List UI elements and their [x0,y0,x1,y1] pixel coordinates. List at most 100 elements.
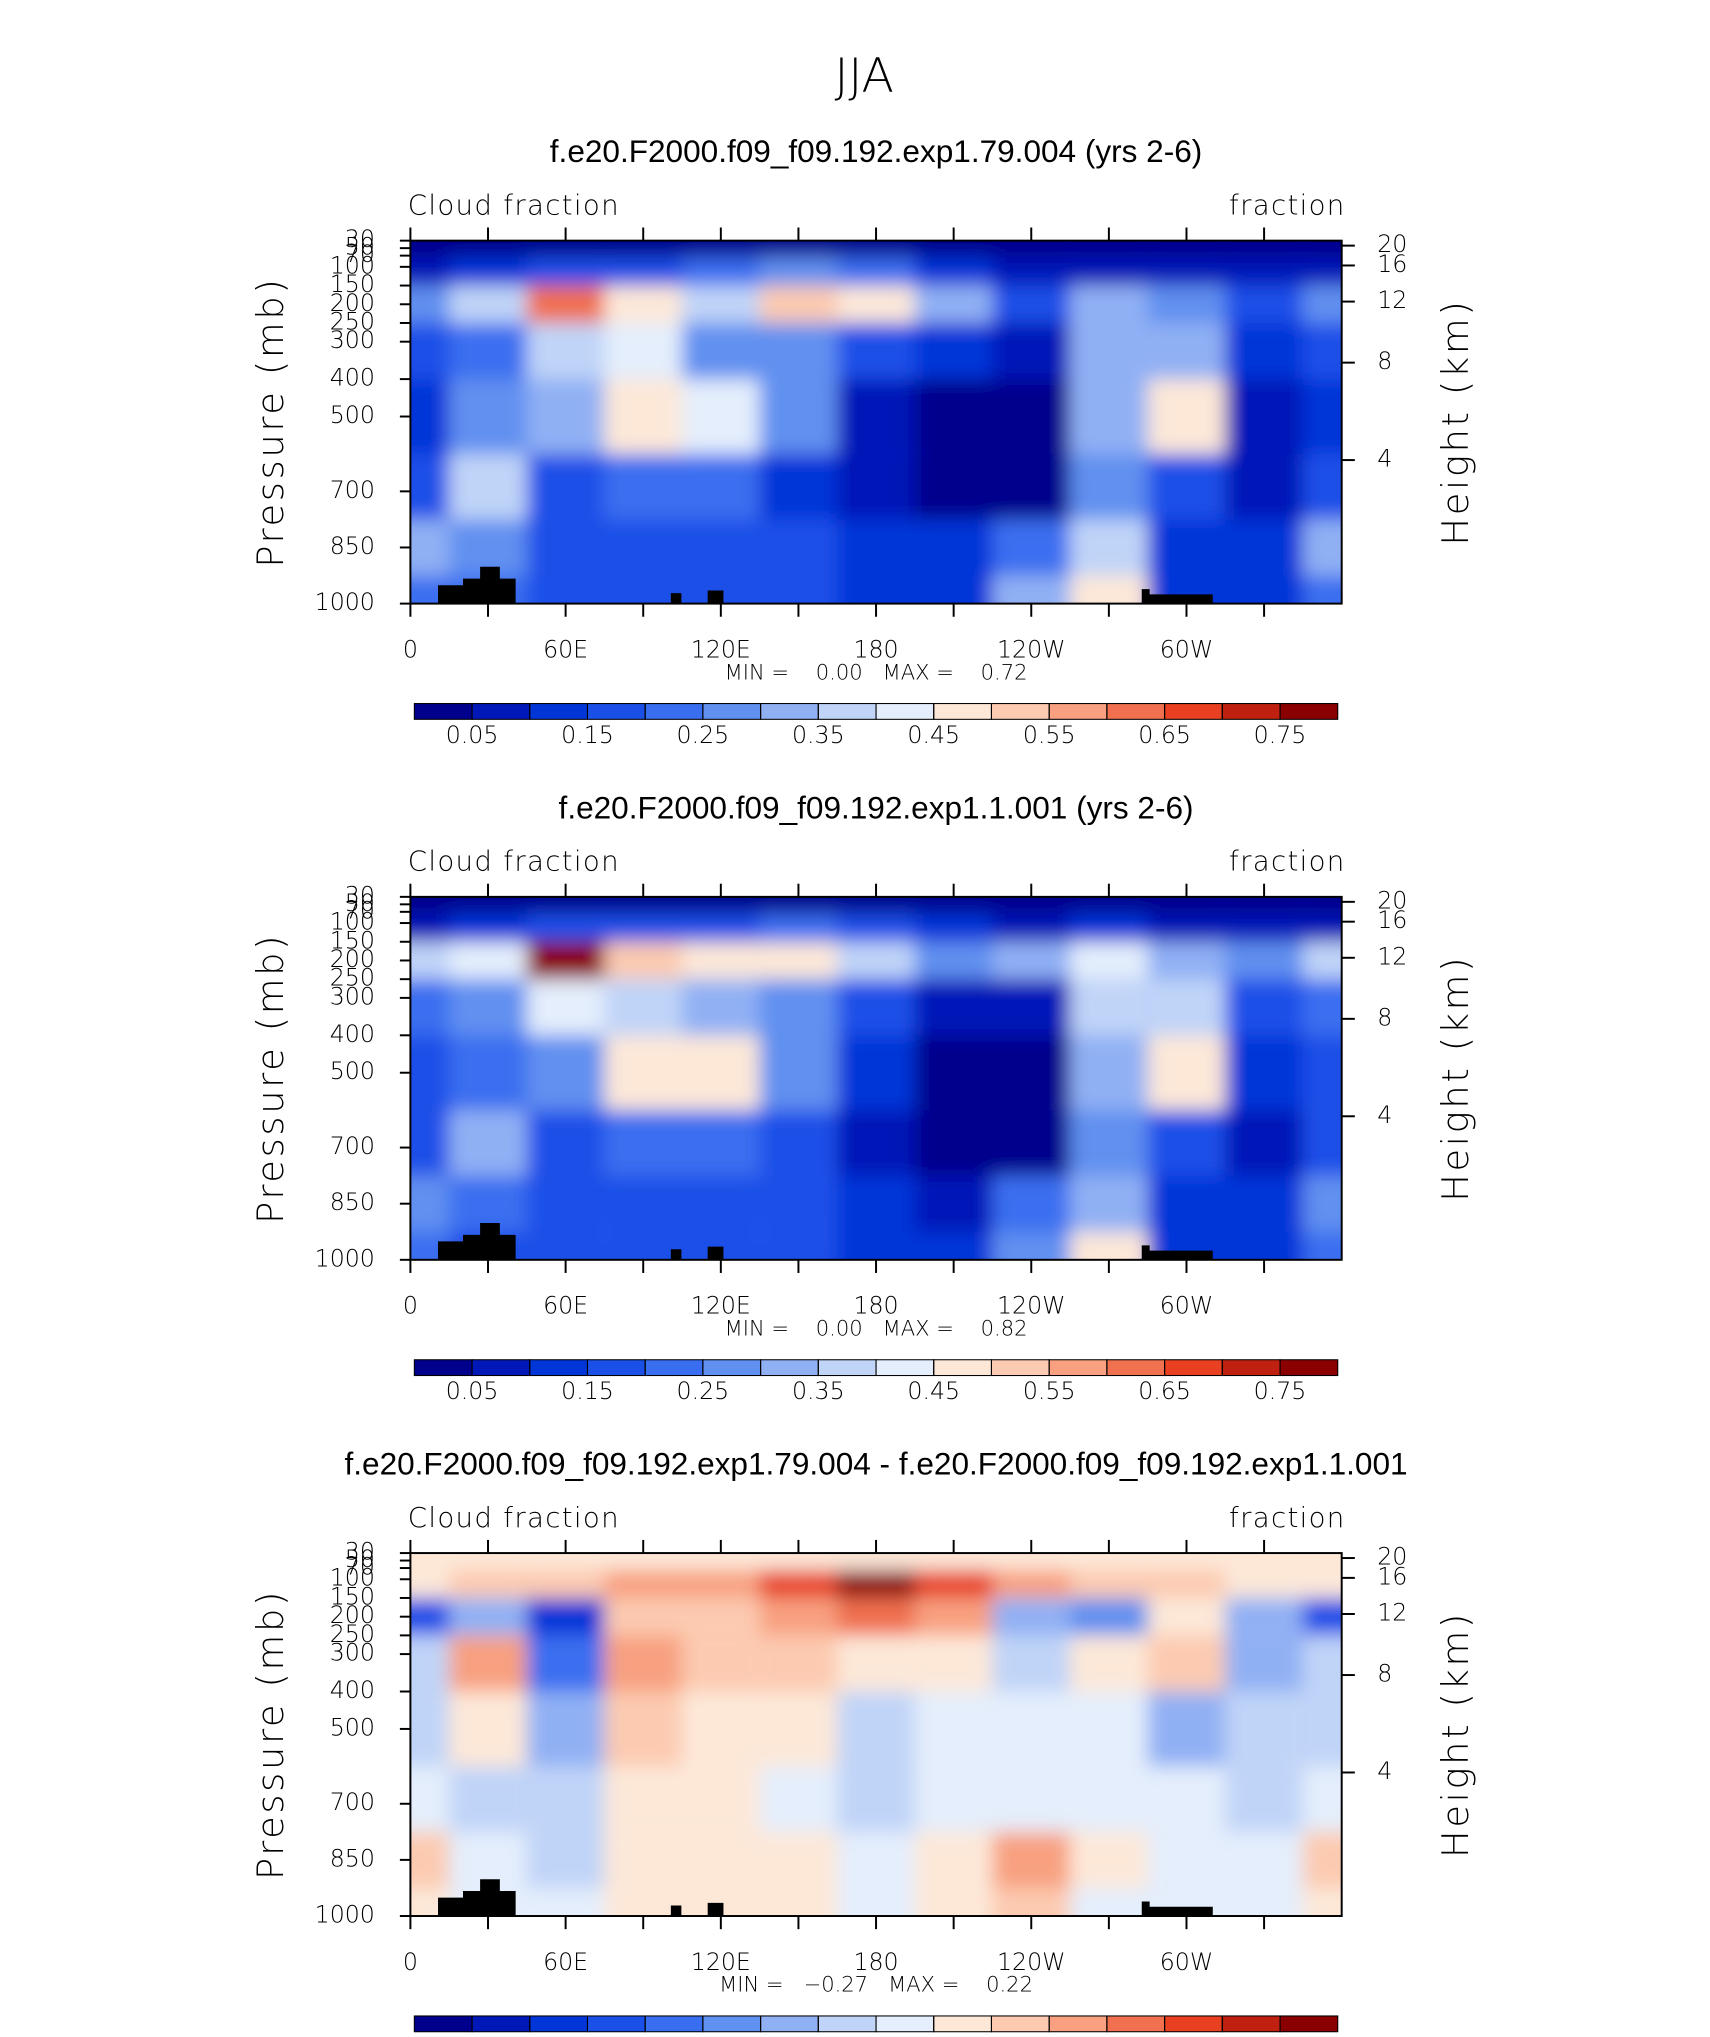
contour-cell [1225,453,1303,520]
contour-cell [837,1635,915,1692]
contour-cell [526,240,605,258]
colorbar-label: 0.45 [907,721,960,749]
contour-cell [1302,1635,1342,1692]
contour-cell [410,257,450,286]
contour-cell [449,1766,527,1832]
contour-cell [1147,1831,1226,1888]
contour-cell [837,453,915,520]
y-tick-label: 250 [330,307,375,335]
contour-cell [759,1553,838,1570]
contour-cell [759,575,838,604]
contour-cell [1302,285,1342,323]
contour-cell [759,453,838,520]
contour-cell [1147,322,1226,380]
y-tick-label: 300 [330,1639,375,1667]
contour-cell [1302,941,1342,980]
contour-cell [837,1231,915,1260]
y-tick-label: 850 [330,532,375,560]
contour-cell [914,1553,993,1570]
contour-cell [526,1569,605,1598]
contour-cell [526,1231,605,1260]
colorbar-label: −0.17 [494,2033,567,2037]
colorbar-box [644,1359,704,1377]
colorbar-box [413,2015,473,2033]
contour-cell [992,1035,1071,1111]
contour-cell [1302,379,1342,454]
contour-cell [1225,1691,1303,1767]
contour-cell [992,240,1071,258]
colorbar-label: 0.11 [1081,2033,1134,2037]
contour-cell [604,1110,683,1176]
y2-tick-label: 12 [1377,1598,1407,1626]
colorbar-label: −0.11 [609,2033,682,2037]
contour-cell [682,1691,760,1767]
stats-text: MIN = 0.00 MAX = 0.72 [725,659,1028,684]
contour-cell [992,1110,1071,1176]
contour-cell [914,979,993,1036]
contour-cell [914,1597,993,1636]
contour-cell [1070,285,1148,323]
right-label: fraction [1229,188,1346,221]
colorbar-box [875,2015,935,2033]
x-tick-label: 0 [403,1292,418,1320]
contour-cell [1147,1635,1226,1692]
contour-cell [449,257,527,286]
contour-cell [1225,1553,1303,1570]
x-tick-label: 180 [853,635,898,663]
contour-cell [837,257,915,286]
contour-cell [604,1691,683,1767]
contour-cell [449,285,527,323]
right-label: fraction [1229,1501,1346,1534]
colorbar-box [586,703,646,720]
contour-cell [914,453,993,520]
contour-cell [526,379,605,454]
contour-cell [914,240,993,258]
contour-cell [837,896,915,914]
contour-cell [449,1035,527,1111]
colorbar-label: 0.05 [446,721,499,749]
contour-cell [1302,240,1342,258]
contour-fill [410,1553,1342,1917]
y-tick-label: 250 [330,964,375,992]
contour-cell [682,941,760,980]
contour-cell [1302,322,1342,380]
y2-tick-label: 4 [1377,1757,1392,1785]
colorbar-label: 0.05 [446,1377,499,1405]
contour-cell [410,913,450,942]
contour-cell [526,913,605,942]
contour-cell [449,1175,527,1232]
contour-cell [1302,257,1342,286]
contour-cell [914,1766,993,1832]
contour-cell [1147,257,1226,286]
y-tick-label: 100 [330,908,375,936]
colorbar-box [702,2015,762,2033]
x-tick-label: 120E [691,1292,751,1320]
colorbar-box [471,703,531,720]
y-tick-label: 70 [345,240,375,268]
contour-cell [410,1831,450,1888]
contour-cell [1302,519,1342,576]
contour-cell [1225,1597,1303,1636]
y-tick-label: 150 [330,270,375,298]
contour-cell [410,379,450,454]
contour-cell [992,941,1071,980]
colorbar-label: 0.35 [792,721,845,749]
contour-cell [1147,1175,1226,1232]
contour-cell [759,1035,838,1111]
contour-cell [1070,575,1148,604]
contour-cell [914,379,993,454]
contour-cell [604,519,683,576]
contour-cell [837,1831,915,1888]
contour-cell [837,575,915,604]
y-tick-label: 200 [330,1601,375,1629]
x-tick-label: 60W [1160,635,1214,663]
contour-cell [992,1691,1071,1767]
contour-cell [682,322,760,380]
colorbar-box [1279,703,1339,720]
contour-cell [837,240,915,258]
contour-cell [914,1691,993,1767]
land-mask [438,1879,516,1917]
land-mask [670,1905,682,1917]
contour-cell [682,1597,760,1636]
